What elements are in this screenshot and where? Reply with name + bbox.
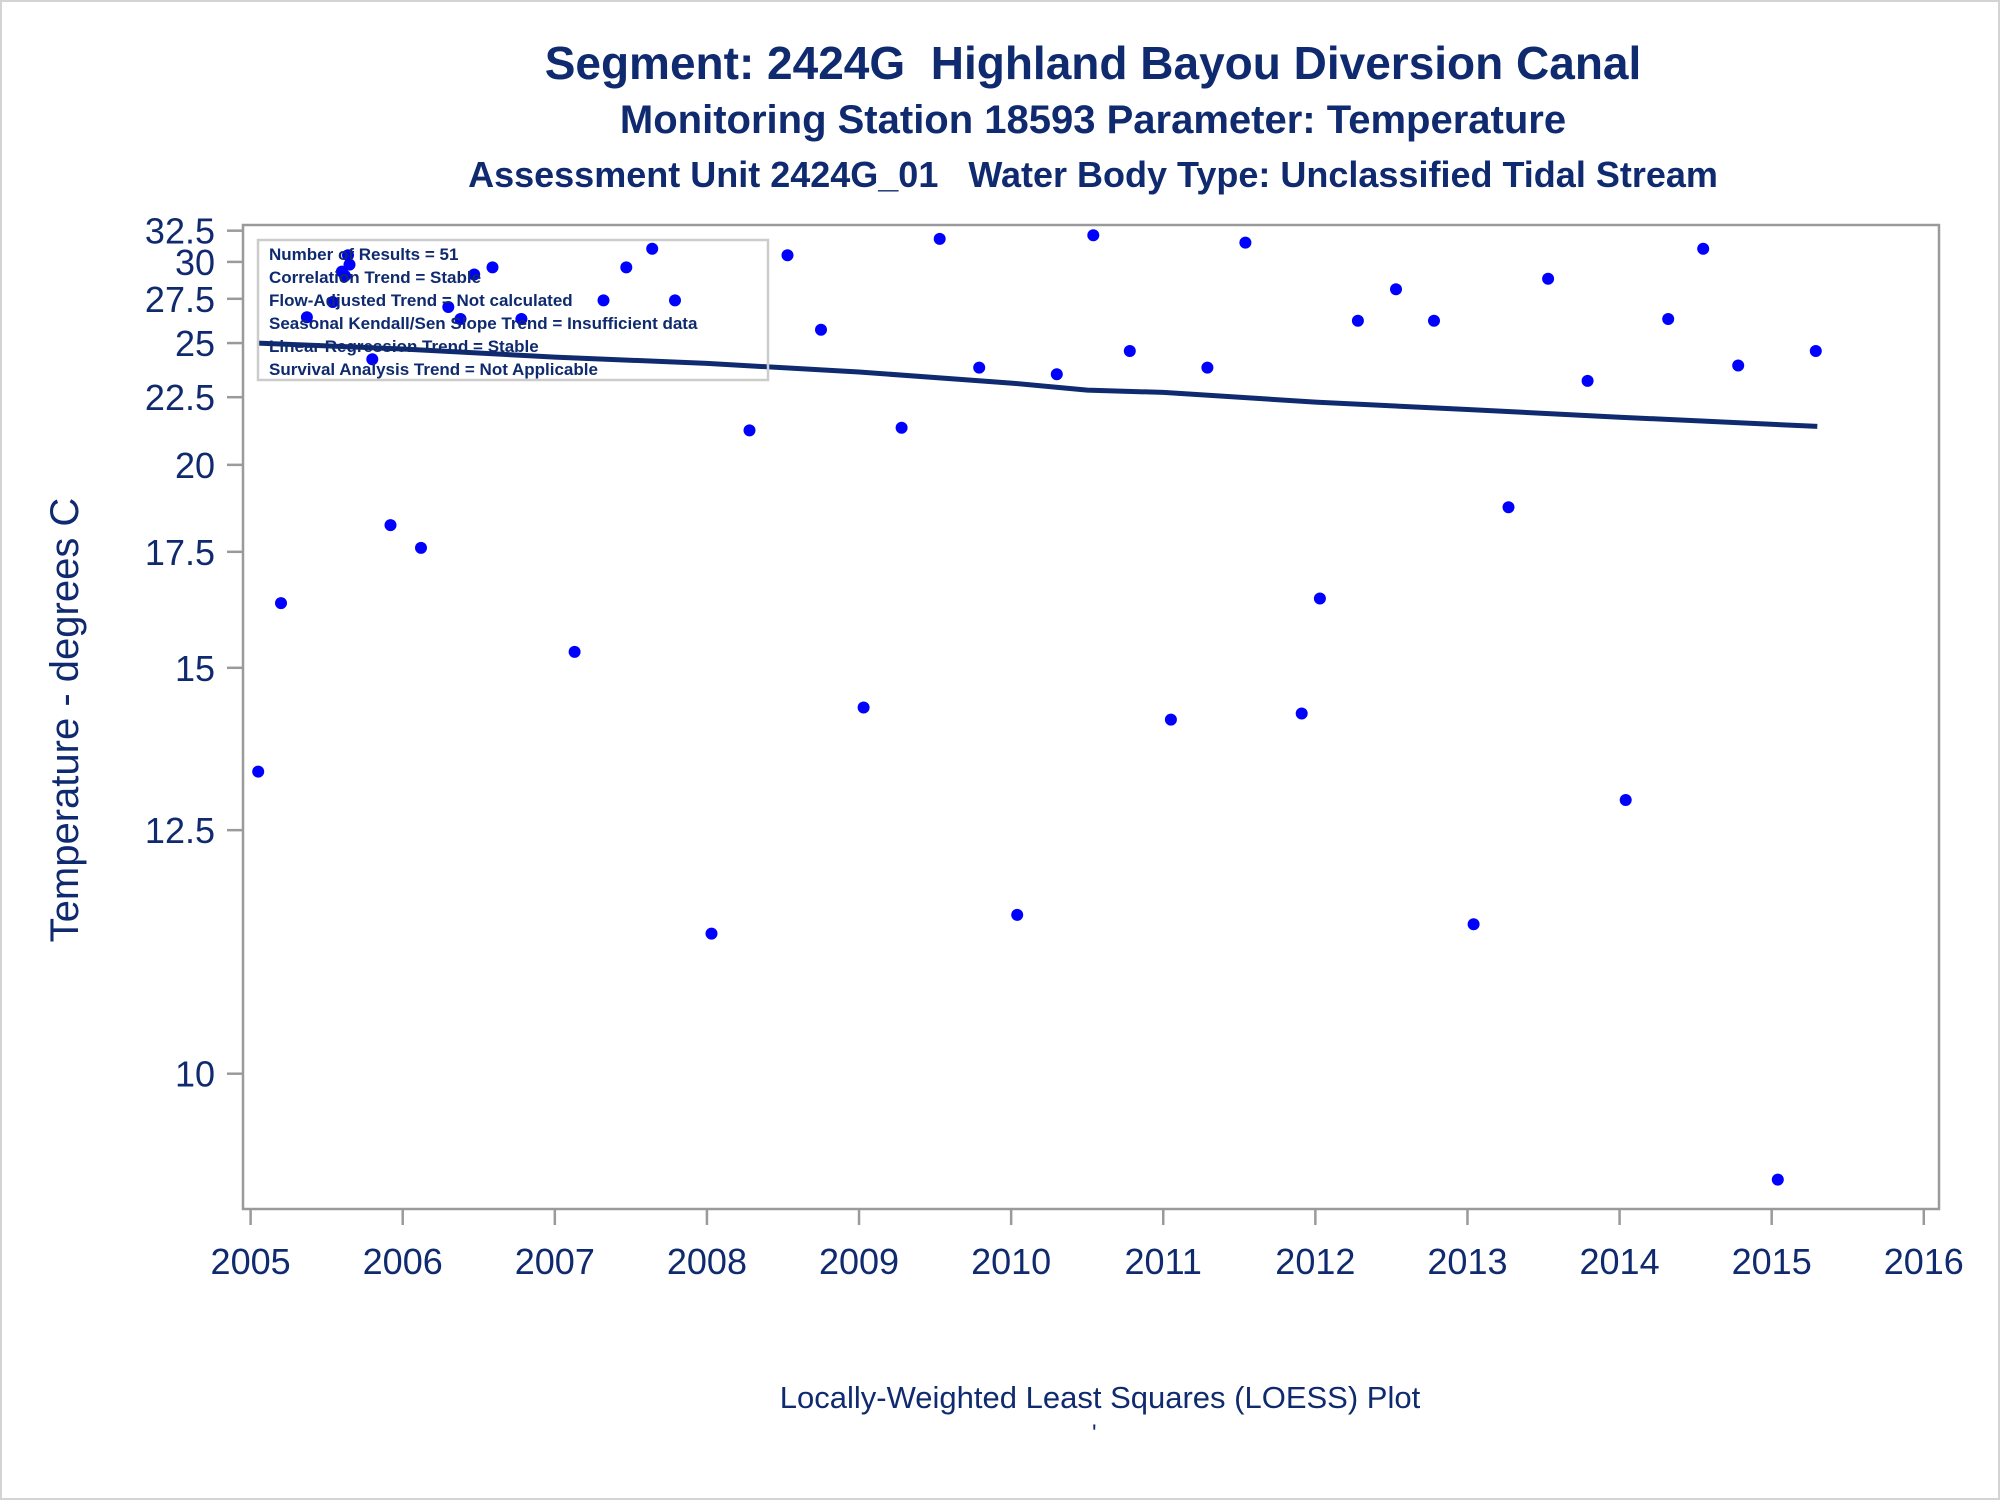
data-point <box>1087 229 1100 242</box>
stats-box-line: Linear Regression Trend = Stable <box>269 337 539 356</box>
data-point <box>252 765 265 778</box>
stats-box-border <box>256 238 770 382</box>
footnote-mark: ' <box>1092 1420 1097 1447</box>
data-point <box>1050 368 1063 381</box>
y-tick-label: 25 <box>175 323 215 364</box>
y-tick-label: 10 <box>175 1054 215 1095</box>
y-tick-label: 30 <box>175 242 215 283</box>
data-point <box>1502 501 1515 514</box>
chart-title: Segment: 2424G Highland Bayou Diversion … <box>544 37 1642 89</box>
data-point <box>454 313 467 325</box>
data-point <box>486 261 499 274</box>
data-point <box>384 519 397 532</box>
data-point <box>442 301 455 313</box>
x-tick-label: 2008 <box>667 1241 747 1282</box>
x-tick-label: 2013 <box>1427 1241 1507 1282</box>
data-point <box>343 258 356 271</box>
x-tick-label: 2015 <box>1732 1241 1812 1282</box>
data-point <box>1123 345 1136 357</box>
y-tick-label: 20 <box>175 445 215 486</box>
x-tick-label: 2006 <box>363 1241 443 1282</box>
x-tick-label: 2005 <box>211 1241 291 1282</box>
plot-area-border <box>241 223 1941 1211</box>
data-point <box>415 541 427 554</box>
data-point <box>1809 345 1822 357</box>
data-point <box>515 313 528 325</box>
data-point <box>1428 314 1440 327</box>
data-point <box>781 249 794 262</box>
data-point <box>300 311 313 324</box>
data-point <box>1164 713 1177 726</box>
data-point <box>326 296 339 308</box>
x-tick-label: 2014 <box>1580 1241 1660 1282</box>
y-axis-label: Temperature - degrees C <box>43 498 87 943</box>
y-tick-label: 22.5 <box>145 377 215 418</box>
y-tick-label: 15 <box>175 648 215 689</box>
stats-box: Number of Results = 51 Correlation Trend … <box>256 238 770 382</box>
data-point <box>1619 794 1632 806</box>
data-point <box>1467 918 1480 931</box>
data-point <box>933 232 946 245</box>
stats-box-line: Correlation Trend = Stable <box>269 268 481 287</box>
data-point <box>468 268 481 281</box>
stats-box-line: Survival Analysis Trend = Not Applicable <box>269 360 598 379</box>
x-tick-label: 2007 <box>515 1241 595 1282</box>
data-point <box>857 701 870 714</box>
data-point <box>815 323 827 336</box>
data-point <box>1011 908 1024 921</box>
data-point <box>1351 314 1364 327</box>
data-point <box>597 294 610 307</box>
data-point <box>1771 1173 1784 1186</box>
data-point <box>1390 283 1402 296</box>
data-point <box>1201 361 1214 374</box>
data-point <box>705 927 718 940</box>
stats-box-line: Number of Results = 51 <box>269 245 458 264</box>
data-point <box>895 421 908 434</box>
data-point <box>620 261 633 274</box>
data-point <box>366 353 379 366</box>
x-tick-label: 2011 <box>1125 1241 1202 1282</box>
data-point <box>1239 236 1252 249</box>
y-tick-label: 27.5 <box>145 279 215 320</box>
y-tick-label: 17.5 <box>145 532 215 573</box>
chart-subtitle: Monitoring Station 18593 Parameter: Temp… <box>619 98 1567 142</box>
data-point <box>1313 592 1326 605</box>
loess-trend-line <box>258 340 1818 429</box>
data-point <box>1581 374 1594 387</box>
data-point <box>342 249 354 262</box>
data-point <box>1697 242 1710 255</box>
stats-box-line: Flow-Adjusted Trend = Not calculated <box>269 291 573 310</box>
data-point <box>1542 272 1555 285</box>
data-point <box>1732 359 1745 372</box>
data-points <box>252 229 1822 1186</box>
x-axis: 2005 2006 2007 2008 2009 2010 2011 2012 2013 2014… <box>211 1209 1964 1282</box>
plot-footnote: Locally-Weighted Least Squares (LOESS) P… <box>779 1380 1421 1415</box>
stats-box-line: Seasonal Kendall/Sen Slope Trend = Insuf… <box>269 314 698 333</box>
y-tick-label: 12.5 <box>145 810 215 851</box>
chart-subtitle-2: Assessment Unit 2424G_01 Water Body Type… <box>468 154 1718 195</box>
data-point <box>1662 313 1675 325</box>
data-point <box>338 269 351 282</box>
data-point <box>1295 707 1308 720</box>
y-tick-label: 32.5 <box>145 211 215 252</box>
x-tick-label: 2009 <box>819 1241 899 1282</box>
x-tick-label: 2012 <box>1275 1241 1355 1282</box>
data-point <box>973 361 986 374</box>
x-tick-label: 2010 <box>971 1241 1051 1282</box>
data-point <box>646 242 659 255</box>
data-point <box>743 424 756 437</box>
x-tick-label: 2016 <box>1884 1241 1964 1282</box>
data-point <box>275 597 287 610</box>
data-point <box>568 645 581 658</box>
data-point <box>669 294 681 307</box>
